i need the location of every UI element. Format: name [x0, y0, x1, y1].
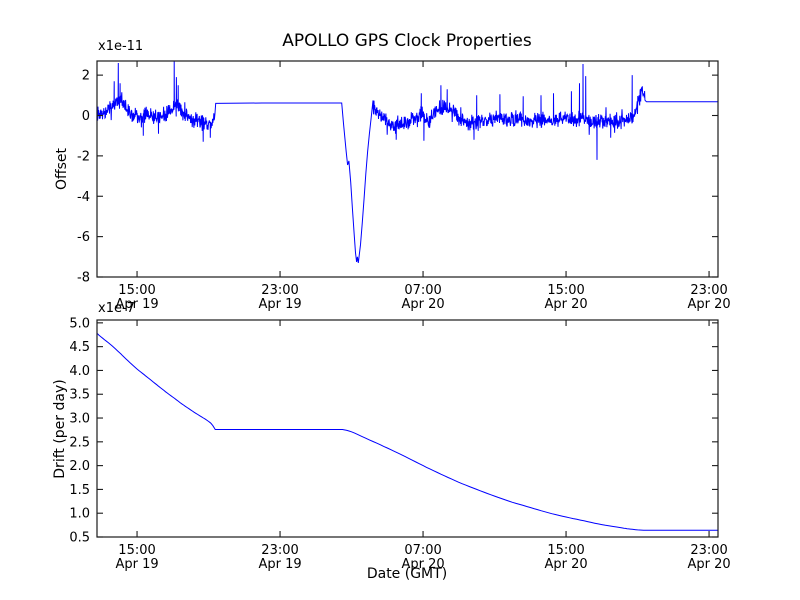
- y-tick-label: 2.0: [69, 459, 90, 474]
- offset-y-axis-label: Offset: [54, 147, 70, 191]
- x-tick-time-label: 15:00: [547, 283, 584, 298]
- y-tick-label: 0: [82, 109, 90, 124]
- y-tick-label: 2.5: [69, 435, 90, 450]
- offset-series-line: [97, 61, 718, 263]
- y-tick-label: -4: [77, 190, 90, 205]
- x-tick-date-label: Apr 20: [687, 297, 730, 312]
- x-tick-time-label: 07:00: [404, 283, 441, 298]
- x-tick-date-label: Apr 19: [258, 297, 301, 312]
- x-tick-time-label: 15:00: [118, 543, 155, 558]
- x-tick-time-label: 23:00: [261, 283, 298, 298]
- y-tick-label: -8: [77, 271, 90, 286]
- drift-axes-frame: [96, 319, 719, 538]
- offset-axes-frame: [96, 60, 719, 278]
- x-tick-date-label: Apr 20: [544, 557, 587, 572]
- y-tick-label: 1.5: [69, 483, 90, 498]
- x-tick-date-label: Apr 20: [401, 297, 444, 312]
- x-tick-time-label: 23:00: [261, 543, 298, 558]
- x-tick-time-label: 15:00: [547, 543, 584, 558]
- y-tick-label: -6: [77, 230, 90, 245]
- x-tick-time-label: 23:00: [690, 283, 727, 298]
- drift-scale-label: x1e-7: [98, 301, 135, 316]
- y-tick-label: 2: [82, 69, 90, 84]
- y-tick-label: 1.0: [69, 507, 90, 522]
- chart-title: APOLLO GPS Clock Properties: [282, 31, 532, 51]
- x-tick-date-label: Apr 20: [687, 557, 730, 572]
- x-tick-date-label: Apr 19: [115, 557, 158, 572]
- x-tick-date-label: Apr 19: [115, 297, 158, 312]
- y-tick-label: 0.5: [69, 531, 90, 546]
- y-tick-label: 4.5: [69, 340, 90, 355]
- y-tick-label: -2: [77, 149, 90, 164]
- drift-y-axis-label: Drift (per day): [52, 379, 68, 479]
- y-tick-label: 3.5: [69, 388, 90, 403]
- x-tick-time-label: 07:00: [404, 543, 441, 558]
- x-tick-time-label: 15:00: [118, 283, 155, 298]
- offset-scale-label: x1e-11: [98, 39, 144, 54]
- x-tick-date-label: Apr 19: [258, 557, 301, 572]
- x-tick-date-label: Apr 20: [401, 557, 444, 572]
- x-tick-date-label: Apr 20: [544, 297, 587, 312]
- x-tick-time-label: 23:00: [690, 543, 727, 558]
- drift-series-line: [97, 332, 718, 531]
- y-tick-label: 4.0: [69, 364, 90, 379]
- date-x-axis-label: Date (GMT): [366, 566, 448, 582]
- y-tick-label: 3.0: [69, 412, 90, 427]
- y-tick-label: 5.0: [69, 316, 90, 331]
